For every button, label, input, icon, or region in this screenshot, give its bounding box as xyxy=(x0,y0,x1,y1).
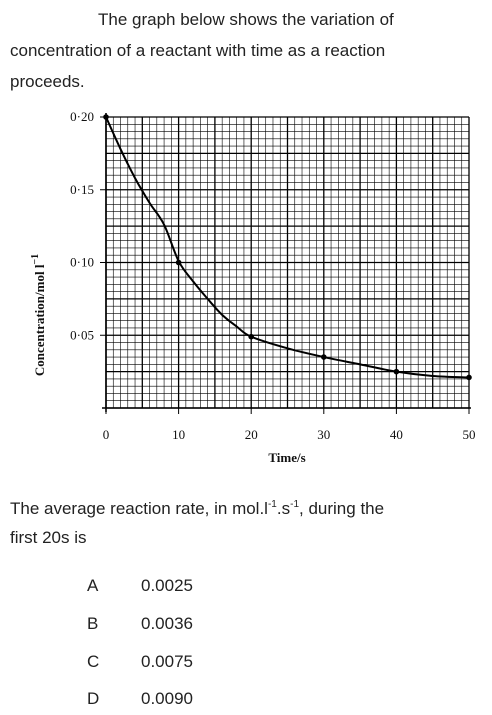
option-a-value: 0.0025 xyxy=(141,576,193,595)
y-tick-label: 0·05 xyxy=(70,327,94,342)
option-c-value: 0.0075 xyxy=(141,652,193,671)
data-point xyxy=(393,368,400,375)
concentration-time-chart: 0·05 0·10 0·15 0·20 0 10 20 30 40 50 Concentrati… xyxy=(30,109,476,465)
option-b-letter: B xyxy=(87,614,99,633)
option-d-letter: D xyxy=(87,689,100,708)
data-point xyxy=(175,259,182,266)
y-axis-label-superscript: −1 xyxy=(30,254,41,265)
curve-points xyxy=(103,114,472,381)
option-d[interactable]: D 0.0090 xyxy=(87,689,193,709)
y-axis-label-main: Concentration/mol l xyxy=(32,264,47,376)
x-tick-label: 10 xyxy=(172,427,185,442)
question-text: The average reaction rate, in mol.l-1.s-… xyxy=(10,494,480,552)
x-tick-labels: 0 10 20 30 40 50 xyxy=(103,408,476,442)
intro-text: The graph below shows the variation of c… xyxy=(10,4,480,97)
question-mid: .s xyxy=(276,499,291,518)
y-tick-label: 0·15 xyxy=(70,182,94,197)
option-a-letter: A xyxy=(87,576,99,595)
y-tick-label: 0·20 xyxy=(70,109,94,124)
y-axis-label: Concentration/mol l−1 xyxy=(30,254,47,376)
x-tick-label: 50 xyxy=(463,427,476,442)
intro-line-1: The graph below shows the variation of xyxy=(98,10,394,29)
x-tick-label: 20 xyxy=(245,427,258,442)
y-tick-label: 0·10 xyxy=(70,255,94,270)
intro-line-2: concentration of a reactant with time as… xyxy=(10,41,386,60)
option-b[interactable]: B 0.0036 xyxy=(87,614,193,634)
option-c-letter: C xyxy=(87,652,100,671)
chart-grid xyxy=(105,116,470,409)
unit-superscript-2: -1 xyxy=(290,499,300,510)
option-b-value: 0.0036 xyxy=(141,614,193,633)
concentration-curve xyxy=(105,116,470,379)
data-point xyxy=(321,354,327,360)
intro-line-3: proceeds. xyxy=(10,72,85,91)
question-line-2: first 20s is xyxy=(10,528,87,547)
y-tick-labels: 0·05 0·10 0·15 0·20 xyxy=(70,109,106,342)
unit-superscript-1: -1 xyxy=(267,499,277,510)
question-after: , during the xyxy=(299,499,385,518)
data-point xyxy=(248,333,254,340)
option-a[interactable]: A 0.0025 xyxy=(87,576,193,596)
x-tick-label: 30 xyxy=(317,427,330,442)
x-tick-label: 40 xyxy=(390,427,403,442)
data-point xyxy=(466,374,472,381)
question-start: The average reaction rate, in mol.l xyxy=(10,499,268,518)
option-c[interactable]: C 0.0075 xyxy=(87,652,193,672)
x-tick-label: 0 xyxy=(103,427,110,442)
x-axis-label: Time/s xyxy=(268,450,305,465)
option-d-value: 0.0090 xyxy=(141,689,193,708)
data-point xyxy=(103,114,109,120)
